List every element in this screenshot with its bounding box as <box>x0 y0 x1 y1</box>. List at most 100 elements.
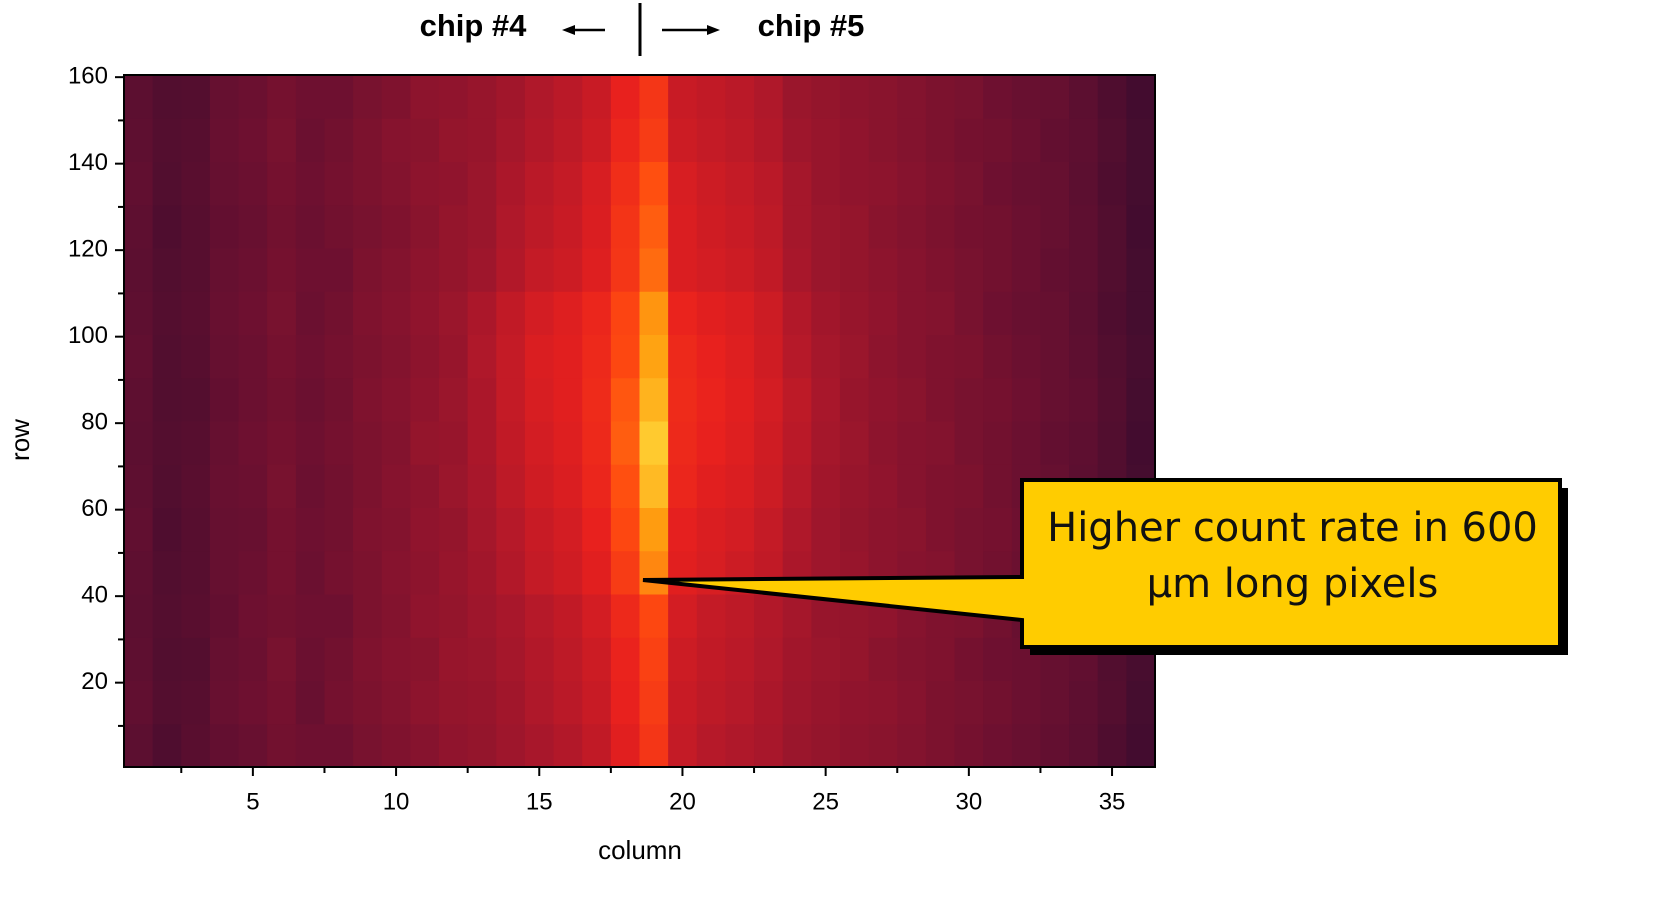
heatmap-cell <box>1069 680 1099 725</box>
heatmap-cell <box>439 421 469 465</box>
heatmap-cell <box>267 464 297 508</box>
heatmap-cell <box>1126 118 1156 162</box>
heatmap-cell <box>467 637 497 681</box>
heatmap-cell <box>725 377 755 422</box>
heatmap-cell <box>1097 421 1127 465</box>
heatmap-cell <box>324 291 354 335</box>
heatmap-cell <box>1069 75 1099 119</box>
heatmap-cell <box>839 637 870 681</box>
heatmap-cell <box>295 204 325 249</box>
heatmap-cell <box>439 680 469 725</box>
heatmap-cell <box>410 334 440 379</box>
heatmap-cell <box>152 464 182 508</box>
heatmap-cell <box>811 204 841 249</box>
heatmap-cell <box>152 723 182 768</box>
heatmap-cell <box>1069 377 1099 422</box>
heatmap-cell <box>1097 291 1127 335</box>
heatmap-cell <box>353 507 383 552</box>
heatmap-cell <box>467 680 497 725</box>
heatmap-cell <box>754 377 784 422</box>
heatmap-cell <box>238 421 268 465</box>
heatmap-cell <box>954 334 984 379</box>
heatmap-cell <box>381 248 411 292</box>
heatmap-cell <box>1040 204 1070 249</box>
heatmap-cell <box>524 680 555 725</box>
heatmap-cell <box>639 75 669 119</box>
heatmap-cell <box>295 723 325 768</box>
heatmap-cell <box>267 118 297 162</box>
heatmap-cell <box>381 507 411 552</box>
heatmap-cell <box>1126 334 1156 379</box>
heatmap-cell <box>209 637 240 681</box>
heatmap-cell <box>1011 723 1041 768</box>
heatmap-cell <box>410 291 440 335</box>
heatmap-cell <box>209 204 240 249</box>
heatmap-cell <box>181 291 211 335</box>
heatmap-cell <box>582 594 612 638</box>
heatmap-cell <box>439 723 469 768</box>
heatmap-cell <box>897 421 927 465</box>
heatmap-cell <box>1097 723 1127 768</box>
heatmap-cell <box>811 723 841 768</box>
heatmap-cell <box>209 75 240 119</box>
heatmap-cell <box>811 421 841 465</box>
heatmap-cell <box>553 75 583 119</box>
heatmap-cells <box>124 75 1156 768</box>
heatmap-cell <box>1040 723 1070 768</box>
heatmap-cell <box>725 723 755 768</box>
heatmap-cell <box>868 161 898 206</box>
heatmap-cell <box>152 637 182 681</box>
heatmap-cell <box>381 637 411 681</box>
heatmap-cell <box>553 248 583 292</box>
heatmap-cell <box>324 421 354 465</box>
heatmap-cell <box>610 118 640 162</box>
heatmap-cell <box>839 291 870 335</box>
heatmap-cell <box>152 118 182 162</box>
heatmap-cell <box>897 680 927 725</box>
heatmap-cell <box>610 291 640 335</box>
heatmap-cell <box>725 161 755 206</box>
heatmap-cell <box>983 291 1013 335</box>
heatmap-cell <box>467 118 497 162</box>
heatmap-cell <box>782 204 812 249</box>
heatmap-cell <box>267 550 297 595</box>
callout-box <box>642 478 1562 649</box>
heatmap-cell <box>467 507 497 552</box>
heatmap-cell <box>696 334 726 379</box>
heatmap-cell <box>181 161 211 206</box>
heatmap-cell <box>925 161 956 206</box>
heatmap-cell <box>238 464 268 508</box>
heatmap-cell <box>238 377 268 422</box>
heatmap-cell <box>353 334 383 379</box>
heatmap-cell <box>496 723 526 768</box>
heatmap-cell <box>1040 680 1070 725</box>
heatmap-cell <box>868 75 898 119</box>
heatmap-cell <box>696 421 726 465</box>
heatmap-cell <box>267 723 297 768</box>
heatmap-cell <box>668 507 698 552</box>
heatmap-cell <box>553 464 583 508</box>
heatmap-cell <box>868 334 898 379</box>
heatmap-cell <box>496 464 526 508</box>
heatmap-cell <box>610 204 640 249</box>
heatmap-cell <box>839 161 870 206</box>
heatmap-cell <box>839 334 870 379</box>
heatmap-cell <box>295 594 325 638</box>
heatmap-cell <box>467 291 497 335</box>
x-tick-label: 15 <box>526 788 553 815</box>
heatmap-cell <box>868 118 898 162</box>
heatmap-cell <box>1126 161 1156 206</box>
heatmap-cell <box>868 464 898 508</box>
heatmap-cell <box>467 75 497 119</box>
heatmap-cell <box>1011 118 1041 162</box>
heatmap-cell <box>1040 377 1070 422</box>
heatmap-cell <box>1011 204 1041 249</box>
heatmap-cell <box>439 334 469 379</box>
heatmap-cell <box>925 377 956 422</box>
heatmap-cell <box>295 118 325 162</box>
heatmap-cell <box>1069 161 1099 206</box>
heatmap-cell <box>410 161 440 206</box>
heatmap-cell <box>639 637 669 681</box>
heatmap-cell <box>811 464 841 508</box>
